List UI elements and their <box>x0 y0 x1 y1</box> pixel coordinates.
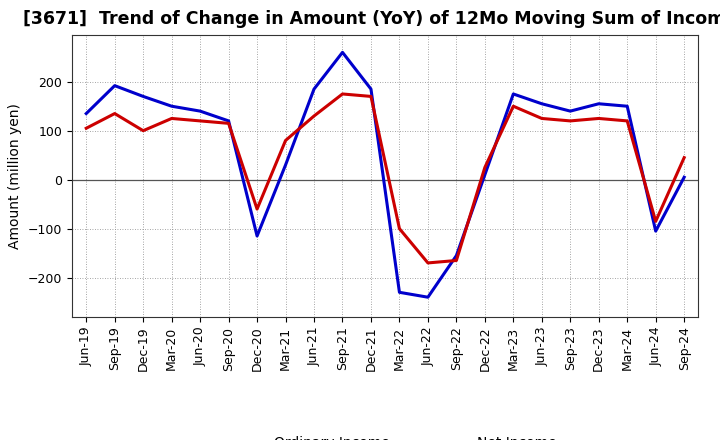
Ordinary Income <box>338 50 347 55</box>
Net Income <box>110 111 119 116</box>
Net Income <box>509 103 518 109</box>
Ordinary Income <box>253 233 261 238</box>
Net Income <box>139 128 148 133</box>
Net Income <box>253 206 261 212</box>
Net Income <box>595 116 603 121</box>
Net Income <box>480 165 489 170</box>
Net Income <box>310 114 318 119</box>
Line: Net Income: Net Income <box>86 94 684 263</box>
Net Income <box>196 118 204 124</box>
Net Income <box>537 116 546 121</box>
Ordinary Income <box>595 101 603 106</box>
Ordinary Income <box>652 228 660 234</box>
Net Income <box>395 226 404 231</box>
Ordinary Income <box>537 101 546 106</box>
Ordinary Income <box>139 94 148 99</box>
Ordinary Income <box>225 118 233 124</box>
Ordinary Income <box>566 109 575 114</box>
Net Income <box>82 125 91 131</box>
Ordinary Income <box>423 294 432 300</box>
Net Income <box>452 258 461 263</box>
Ordinary Income <box>480 172 489 177</box>
Ordinary Income <box>623 103 631 109</box>
Net Income <box>338 92 347 97</box>
Legend: Ordinary Income, Net Income: Ordinary Income, Net Income <box>208 431 562 440</box>
Ordinary Income <box>282 162 290 168</box>
Ordinary Income <box>196 109 204 114</box>
Ordinary Income <box>395 290 404 295</box>
Net Income <box>680 155 688 160</box>
Title: [3671]  Trend of Change in Amount (YoY) of 12Mo Moving Sum of Incomes: [3671] Trend of Change in Amount (YoY) o… <box>23 10 720 28</box>
Ordinary Income <box>680 175 688 180</box>
Net Income <box>623 118 631 124</box>
Ordinary Income <box>366 86 375 92</box>
Ordinary Income <box>82 111 91 116</box>
Net Income <box>167 116 176 121</box>
Net Income <box>652 219 660 224</box>
Ordinary Income <box>167 103 176 109</box>
Ordinary Income <box>509 92 518 97</box>
Net Income <box>282 138 290 143</box>
Ordinary Income <box>110 83 119 88</box>
Net Income <box>566 118 575 124</box>
Net Income <box>366 94 375 99</box>
Ordinary Income <box>452 253 461 258</box>
Net Income <box>423 260 432 266</box>
Line: Ordinary Income: Ordinary Income <box>86 52 684 297</box>
Y-axis label: Amount (million yen): Amount (million yen) <box>9 103 22 249</box>
Net Income <box>225 121 233 126</box>
Ordinary Income <box>310 86 318 92</box>
